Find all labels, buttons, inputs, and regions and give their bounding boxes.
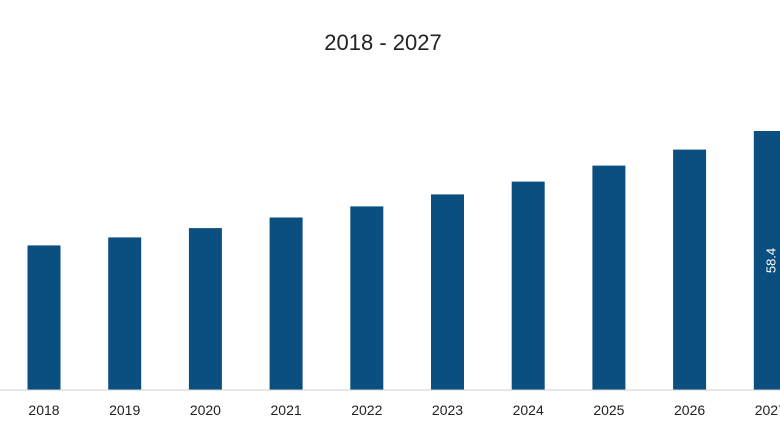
x-tick-label-2019: 2019 [109,402,140,418]
x-tick-label-2020: 2020 [190,402,221,418]
x-tick-label-2022: 2022 [351,402,382,418]
x-tick-label-2021: 2021 [271,402,302,418]
bar-2027 [753,131,780,390]
x-tick-label-2026: 2026 [674,402,705,418]
bars-layer [27,131,780,390]
bar-2025 [592,165,626,390]
bar-2024 [511,181,545,390]
bar-2022 [350,206,384,390]
x-tick-label-2023: 2023 [432,402,463,418]
bar-2023 [431,194,464,390]
x-tick-label-2024: 2024 [513,402,544,418]
x-tick-label-2027: 2027 [755,402,780,418]
data-labels: 58.4 [763,248,778,273]
bar-2018 [27,245,61,390]
x-tick-labels: 2018 2019 2020 2021 2022 2023 2024 2025 2026 2027 [28,402,780,418]
chart-title: 2018 - 2027 [324,30,442,55]
data-label-2027: 58.4 [763,248,778,273]
bar-2019 [108,237,142,390]
bar-2026 [673,149,707,390]
x-tick-label-2018: 2018 [28,402,59,418]
bar-2020 [188,228,222,390]
x-tick-label-2025: 2025 [593,402,624,418]
bar-2021 [269,217,303,390]
